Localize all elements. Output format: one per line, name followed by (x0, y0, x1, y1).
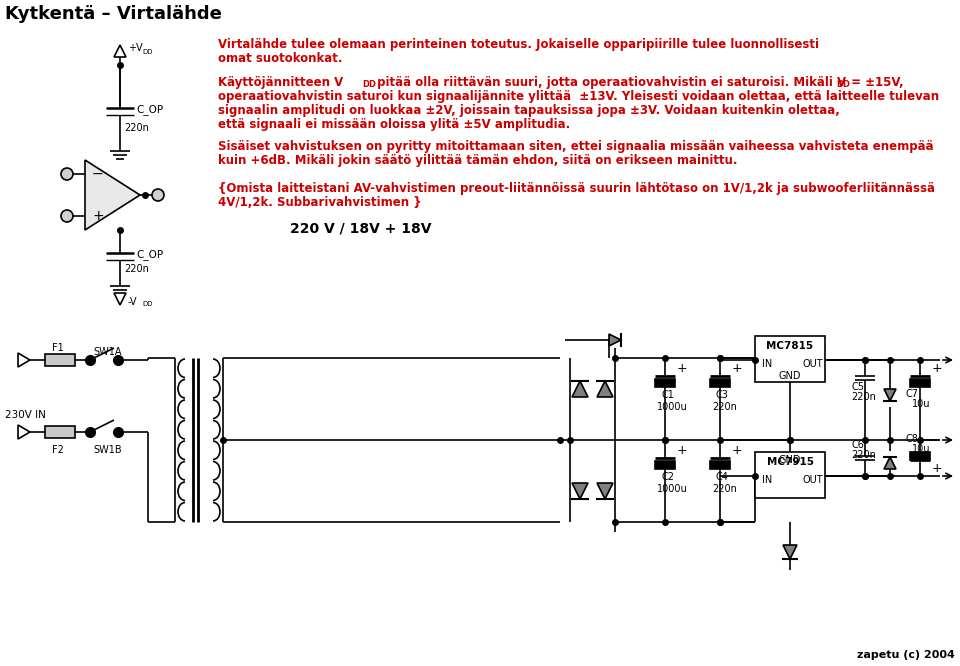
Text: SW1B: SW1B (94, 445, 122, 455)
Text: +: + (677, 444, 687, 456)
Text: Sisäiset vahvistuksen on pyritty mitoittamaan siten, ettei signaalia missään vai: Sisäiset vahvistuksen on pyritty mitoitt… (218, 140, 934, 153)
Text: −: − (92, 167, 104, 181)
Text: +V: +V (128, 43, 143, 53)
Text: 10u: 10u (912, 444, 930, 454)
Text: IN: IN (762, 359, 772, 369)
Polygon shape (18, 425, 30, 439)
Text: 10u: 10u (912, 399, 930, 409)
Text: 230V IN: 230V IN (5, 410, 46, 420)
Text: DD: DD (836, 80, 850, 89)
Polygon shape (572, 381, 588, 397)
Text: C4: C4 (716, 472, 729, 482)
Text: 220n: 220n (851, 450, 876, 460)
Polygon shape (783, 545, 797, 559)
Text: C5: C5 (851, 382, 864, 392)
Text: = ±15V,: = ±15V, (847, 76, 903, 89)
Text: +: + (932, 462, 943, 474)
Text: C2: C2 (661, 472, 674, 482)
Text: C6: C6 (851, 440, 864, 450)
Text: +: + (92, 209, 104, 223)
Text: IN: IN (762, 475, 772, 485)
Text: 220n: 220n (712, 484, 737, 494)
Text: 220n: 220n (124, 123, 149, 133)
Text: kuin +6dB. Mikäli jokin säätö yilittää tämän ehdon, siitä on erikseen mainittu.: kuin +6dB. Mikäli jokin säätö yilittää t… (218, 154, 737, 167)
Text: GND: GND (779, 455, 802, 465)
Polygon shape (884, 457, 896, 469)
Text: +: + (732, 362, 743, 374)
Bar (710, 379, 730, 387)
Text: SW1A: SW1A (94, 347, 122, 357)
Bar (710, 461, 730, 469)
Polygon shape (609, 334, 621, 346)
Text: C7: C7 (906, 389, 919, 399)
Text: signaalin amplitudi on luokkaa ±2V, joissain tapauksissa jopa ±3V. Voidaan kuite: signaalin amplitudi on luokkaa ±2V, jois… (218, 104, 840, 117)
Polygon shape (114, 293, 126, 305)
Text: {Omista laitteistani AV-vahvistimen preout-liitännöissä suurin lähtötaso on 1V/1: {Omista laitteistani AV-vahvistimen preo… (218, 182, 935, 195)
Text: operaatiovahvistin saturoi kun signaalijännite ylittää  ±13V. Yleisesti voidaan : operaatiovahvistin saturoi kun signaalij… (218, 90, 939, 103)
Text: C8: C8 (906, 434, 919, 444)
Text: 220n: 220n (851, 392, 876, 402)
Text: 1000u: 1000u (657, 402, 687, 412)
Text: C1: C1 (661, 390, 674, 400)
Circle shape (152, 189, 164, 201)
Bar (755, 452, 825, 498)
Circle shape (61, 210, 73, 222)
Text: DD: DD (362, 80, 376, 89)
Text: OUT: OUT (803, 359, 824, 369)
Text: pitää olla riittävän suuri, jotta operaatiovahvistin ei saturoisi. Mikäli V: pitää olla riittävän suuri, jotta operaa… (373, 76, 846, 89)
Bar (655, 461, 675, 469)
Text: Virtalähde tulee olemaan perinteinen toteutus. Jokaiselle opparipiirille tulee l: Virtalähde tulee olemaan perinteinen tot… (218, 38, 819, 51)
Text: C_OP: C_OP (136, 104, 163, 115)
Text: -V: -V (128, 297, 137, 307)
Text: OUT: OUT (803, 475, 824, 485)
Text: 220 V / 18V + 18V: 220 V / 18V + 18V (290, 222, 431, 236)
Text: omat suotokonkat.: omat suotokonkat. (218, 52, 343, 65)
Bar (755, 336, 825, 382)
Polygon shape (18, 353, 30, 367)
Polygon shape (572, 483, 588, 499)
Text: F2: F2 (52, 445, 64, 455)
Circle shape (61, 168, 73, 180)
Text: F1: F1 (52, 343, 64, 353)
Bar (45, 426, 75, 438)
Polygon shape (85, 160, 140, 230)
Text: DD: DD (142, 49, 153, 55)
Text: GND: GND (779, 371, 802, 381)
Text: MC7915: MC7915 (766, 457, 813, 467)
Bar (910, 379, 930, 387)
Text: +: + (732, 444, 743, 456)
Text: Käyttöjännitteen V: Käyttöjännitteen V (218, 76, 344, 89)
Text: 4V/1,2k. Subbarivahvistimen }: 4V/1,2k. Subbarivahvistimen } (218, 196, 421, 209)
Text: +: + (932, 362, 943, 374)
Text: 220n: 220n (124, 264, 149, 274)
Bar (910, 452, 930, 460)
Text: että signaali ei missään oloissa ylitä ±5V amplitudia.: että signaali ei missään oloissa ylitä ±… (218, 118, 570, 131)
Text: 1000u: 1000u (657, 484, 687, 494)
Text: 220n: 220n (712, 402, 737, 412)
Text: zapetu (c) 2004: zapetu (c) 2004 (857, 650, 955, 660)
Polygon shape (884, 389, 896, 401)
Text: C3: C3 (716, 390, 729, 400)
Polygon shape (114, 45, 126, 57)
Bar (45, 354, 75, 366)
Text: Kytkentä – Virtalähde: Kytkentä – Virtalähde (5, 5, 222, 23)
Polygon shape (597, 381, 613, 397)
Bar (655, 379, 675, 387)
Text: C_OP: C_OP (136, 249, 163, 260)
Text: +: + (677, 362, 687, 374)
Polygon shape (597, 483, 613, 499)
Text: MC7815: MC7815 (766, 341, 813, 351)
Text: DD: DD (142, 301, 153, 307)
